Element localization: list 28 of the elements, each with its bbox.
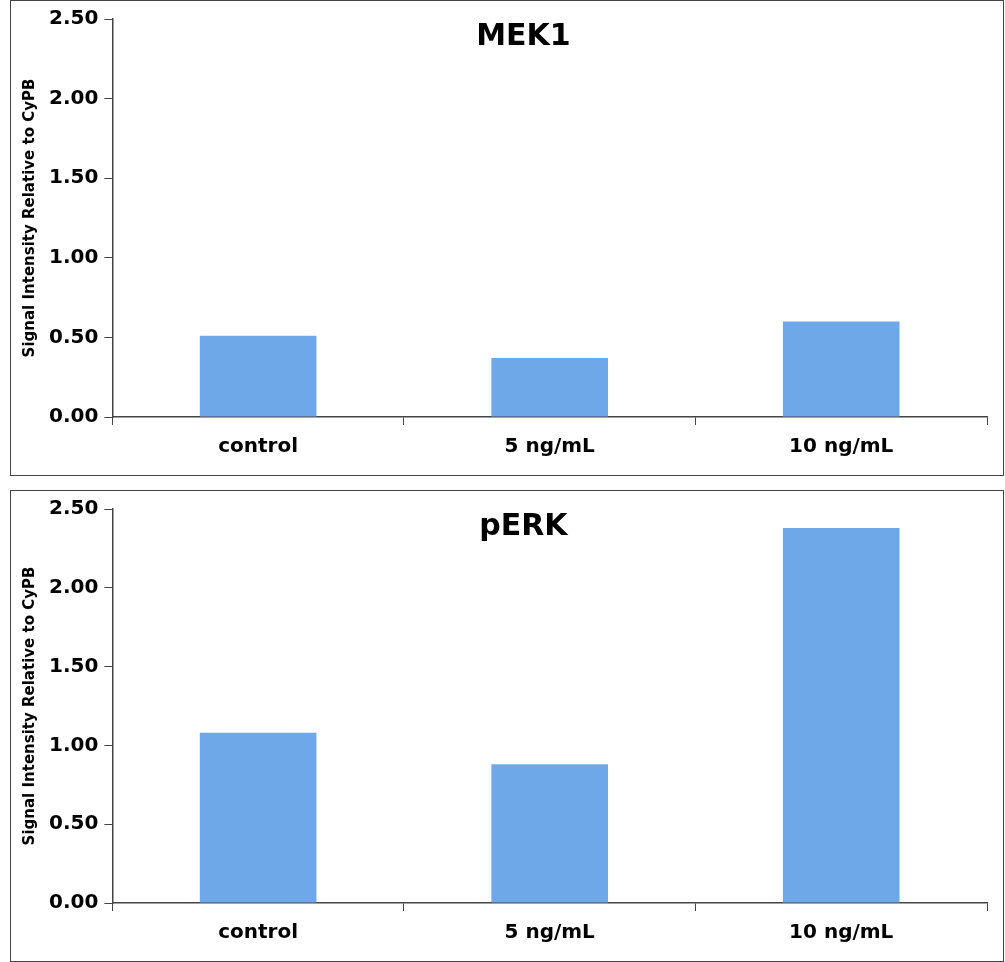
y-tick-label: 0.00 (48, 889, 99, 914)
x-tick-label: 5 ng/mL (504, 919, 596, 944)
bar (782, 527, 900, 903)
x-tick-label: 10 ng/mL (789, 919, 894, 944)
y-tick-label: 0.50 (48, 323, 99, 348)
chart-title: pERK (479, 506, 570, 542)
y-axis-title: Signal Intensity Relative to CyPB (19, 566, 38, 846)
y-tick-label: 2.50 (48, 495, 99, 520)
bar (782, 321, 900, 417)
bar (199, 335, 317, 417)
y-tick-label: 1.00 (48, 731, 99, 756)
x-tick-label: 10 ng/mL (789, 433, 894, 458)
x-tick-label: control (218, 433, 299, 458)
bar (491, 358, 608, 417)
y-tick-label: 1.00 (48, 244, 99, 268)
y-tick-label: 2.00 (48, 574, 99, 598)
x-tick-label: control (218, 919, 299, 944)
y-axis-title: Signal Intensity Relative to CyPB (19, 78, 38, 358)
y-tick-label: 2.00 (48, 84, 99, 109)
y-tick-label: 1.50 (48, 652, 99, 677)
y-tick-label: 0.00 (48, 403, 99, 428)
x-tick-label: 5 ng/mL (504, 433, 596, 458)
y-tick-label: 2.50 (48, 5, 99, 30)
bar (199, 732, 317, 903)
bar (491, 764, 608, 903)
y-tick-label: 1.50 (48, 164, 99, 189)
y-tick-label: 0.50 (48, 810, 99, 835)
chart-title: MEK1 (476, 16, 571, 52)
